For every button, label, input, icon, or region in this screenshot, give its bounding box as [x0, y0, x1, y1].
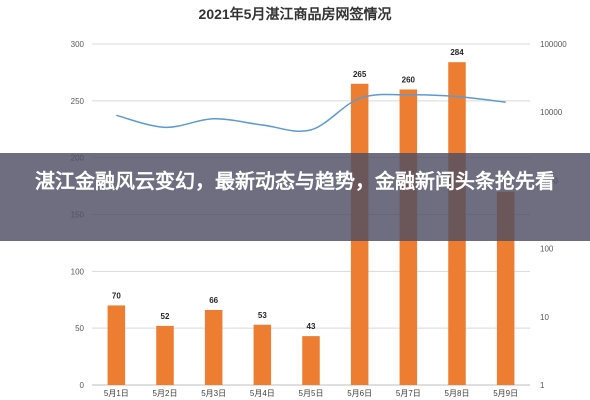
- y-right-tick-label: 100000: [540, 40, 567, 49]
- chart-title: 2021年5月湛江商品房网签情况: [198, 6, 392, 22]
- bar: [107, 305, 126, 385]
- bar-data-label: 53: [258, 311, 267, 320]
- x-tick-label: 5月3日: [201, 389, 226, 398]
- bar-data-label: 70: [112, 291, 121, 300]
- bar-data-label: 43: [307, 322, 316, 331]
- y-right-tick-label: 100: [540, 245, 554, 254]
- y-right-tick-label: 10000: [540, 108, 563, 117]
- bar: [302, 336, 320, 385]
- headline-banner: 湛江金融风云变幻，最新动态与趋势，金融新闻头条抢先看: [0, 153, 590, 241]
- bar: [156, 325, 174, 385]
- y-right-tick-label: 1: [540, 381, 545, 390]
- x-tick-label: 5月6日: [347, 389, 372, 398]
- x-tick-label: 5月9日: [493, 389, 518, 398]
- y-right-tick-label: 10: [540, 313, 549, 322]
- y-left-tick-label: 250: [71, 97, 85, 106]
- bar: [253, 324, 272, 385]
- y-left-tick-label: 0: [80, 381, 85, 390]
- bar: [204, 309, 223, 385]
- series-line: [116, 93, 506, 133]
- y-left-tick-label: 300: [71, 40, 85, 49]
- y-left-tick-label: 50: [75, 324, 84, 333]
- bar-data-label: 52: [161, 312, 170, 321]
- x-tick-label: 5月2日: [153, 389, 178, 398]
- headline-text: 湛江金融风云变幻，最新动态与趋势，金融新闻头条抢先看: [35, 171, 555, 193]
- y-left-tick-label: 100: [71, 267, 85, 276]
- bar-data-label: 260: [402, 75, 416, 84]
- x-tick-label: 5月5日: [299, 389, 324, 398]
- bar-data-label: 66: [209, 296, 218, 305]
- bar-data-label: 265: [353, 70, 367, 79]
- x-tick-label: 5月8日: [445, 389, 470, 398]
- x-tick-label: 5月4日: [250, 389, 275, 398]
- x-tick-label: 5月7日: [396, 389, 421, 398]
- bar-data-label: 284: [450, 48, 464, 57]
- x-tick-label: 5月1日: [104, 389, 129, 398]
